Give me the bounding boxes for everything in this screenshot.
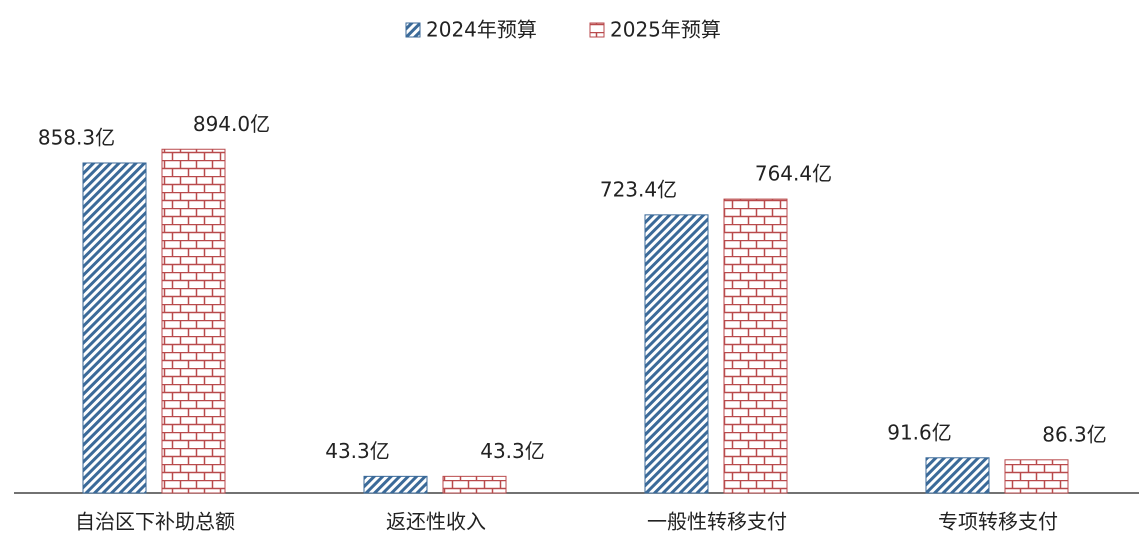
value-label: 86.3亿	[1042, 422, 1107, 446]
bar	[442, 475, 507, 494]
bar	[1004, 459, 1069, 494]
value-label: 764.4亿	[755, 162, 832, 186]
x-tick-label: 专项转移支付	[938, 510, 1058, 534]
x-tick-label: 一般性转移支付	[647, 510, 787, 534]
x-tick-label: 自治区下补助总额	[75, 510, 235, 534]
bar	[925, 457, 990, 494]
legend-label: 2024年预算	[426, 18, 537, 42]
value-label: 723.4亿	[600, 177, 677, 201]
x-tick-label: 返还性收入	[386, 510, 486, 534]
value-label: 43.3亿	[325, 439, 390, 463]
legend-swatch	[589, 22, 605, 38]
value-label: 894.0亿	[193, 112, 270, 136]
bar	[363, 475, 428, 494]
value-label: 858.3亿	[38, 125, 115, 149]
bar	[161, 148, 226, 494]
bar	[82, 162, 147, 494]
legend-swatch	[405, 22, 421, 38]
bar	[644, 214, 709, 494]
value-label: 43.3亿	[480, 439, 545, 463]
legend-label: 2025年预算	[610, 18, 721, 42]
value-label: 91.6亿	[887, 420, 952, 444]
bar	[723, 198, 788, 494]
